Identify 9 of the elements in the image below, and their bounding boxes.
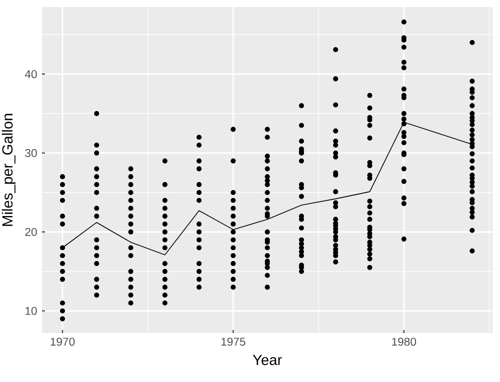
x-tick-label: 1980	[392, 338, 416, 346]
y-tick-label: 40	[24, 70, 37, 78]
x-axis-title: Year	[252, 355, 282, 366]
y-axis-title: Miles_per_Gallon	[2, 114, 16, 226]
y-tick-label: 30	[25, 149, 37, 158]
x-tick-label: 1975	[221, 338, 246, 346]
x-tick-label: 1970	[50, 338, 75, 346]
y-tick-label: 10	[26, 307, 37, 316]
y-tick-label: 20	[25, 228, 37, 236]
